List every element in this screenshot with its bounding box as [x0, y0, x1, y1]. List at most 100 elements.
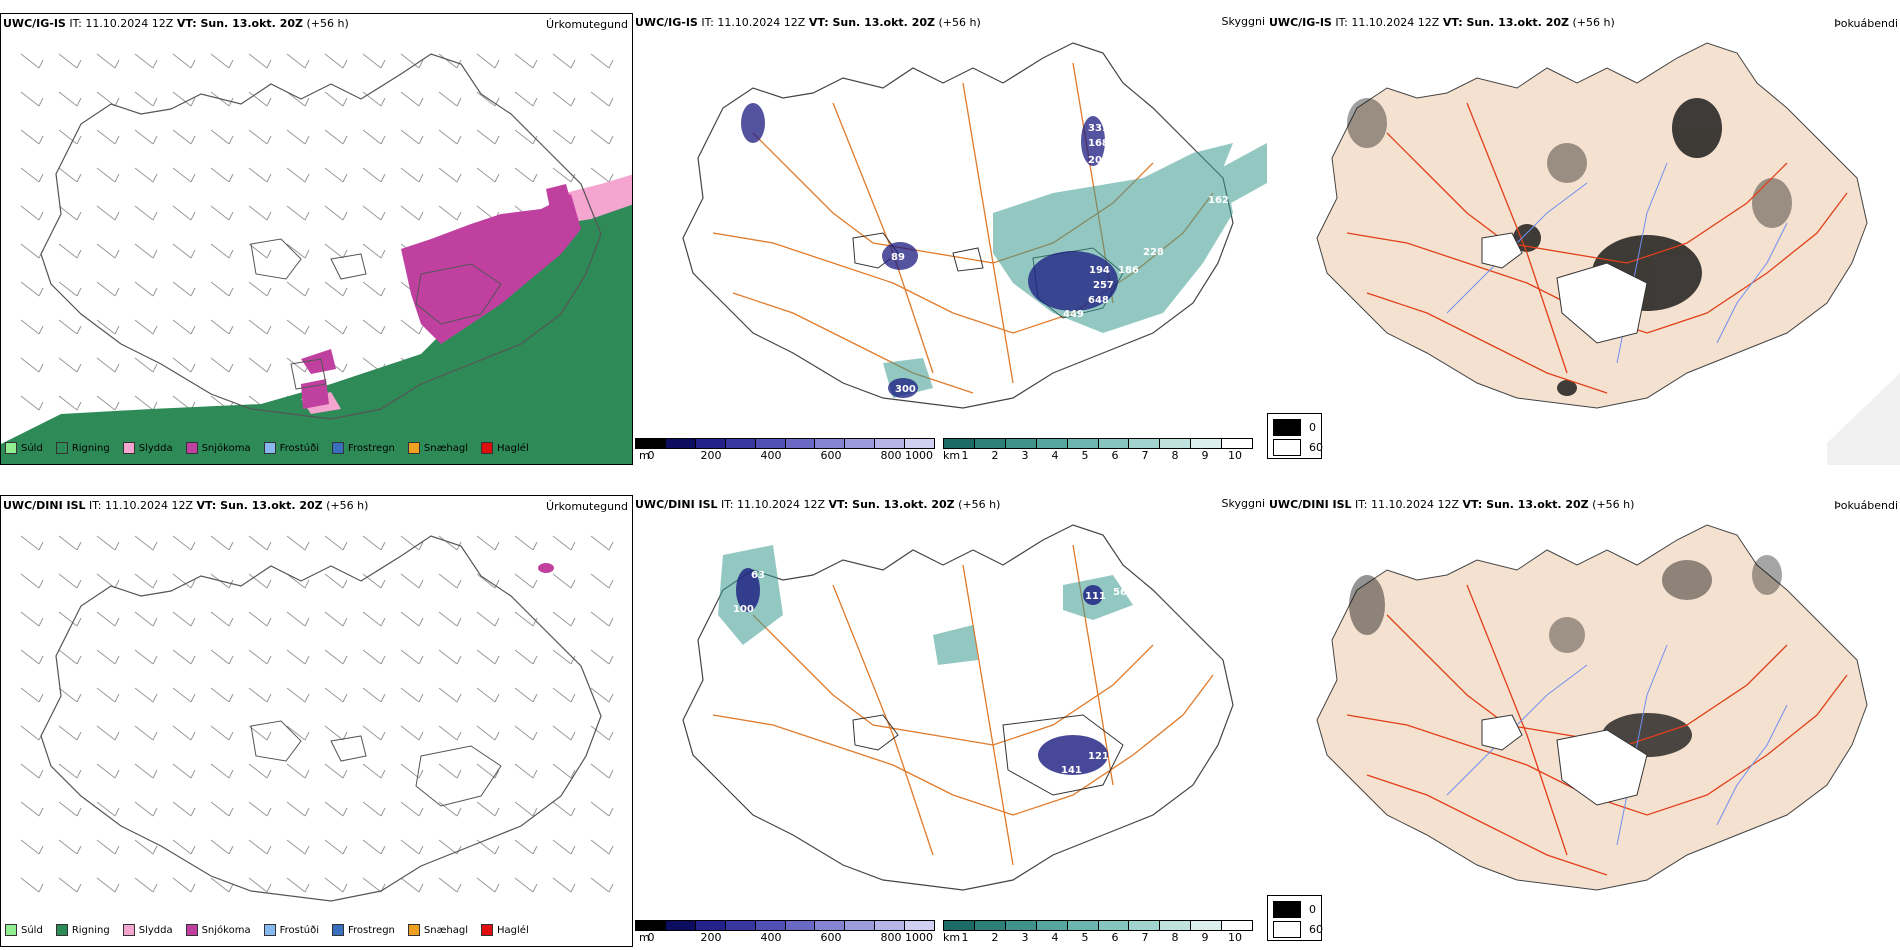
legend-item-frostudi: Frostúði	[263, 442, 319, 454]
cloud-map-bottom: 63 100 111 56 124 121 141	[682, 524, 1234, 891]
wind-barb	[58, 801, 82, 817]
wind-barb	[20, 573, 44, 589]
legend-item-rigning: Rigning	[55, 442, 110, 454]
visibility-label: 194	[1089, 265, 1110, 276]
wind-barb	[20, 357, 44, 373]
wind-barb	[514, 573, 538, 589]
wind-barb	[210, 725, 234, 741]
wind-barb	[248, 535, 272, 551]
wind-barb	[248, 763, 272, 779]
wind-barb	[552, 611, 576, 627]
fog-field	[1347, 98, 1792, 396]
visibility-label: 162	[1208, 195, 1229, 206]
wind-barb	[590, 763, 614, 779]
tick: 600	[820, 931, 842, 944]
wind-barb	[514, 687, 538, 703]
wind-barb	[324, 535, 348, 551]
wind-barb	[324, 725, 348, 741]
wind-barb	[210, 535, 234, 551]
wind-barb	[438, 535, 462, 551]
wind-barb	[20, 167, 44, 183]
wind-barb	[210, 243, 234, 259]
wind-barb	[400, 763, 424, 779]
wind-barb	[58, 687, 82, 703]
legend-item-rigning: Rigning	[55, 924, 110, 936]
wind-barb	[362, 53, 386, 69]
wind-barb	[172, 725, 196, 741]
wind-barb	[514, 801, 538, 817]
visibility-label: 300	[895, 384, 916, 395]
wind-barb	[514, 763, 538, 779]
wind-barb	[58, 725, 82, 741]
tick: 1	[961, 931, 969, 944]
wind-barb	[324, 91, 348, 107]
wind-barb	[400, 611, 424, 627]
wind-barb	[438, 877, 462, 893]
wind-barb	[286, 91, 310, 107]
wind-barb	[134, 573, 158, 589]
visibility-label: 168	[1088, 138, 1109, 149]
wind-barb	[58, 763, 82, 779]
wind-barb	[362, 725, 386, 741]
wind-barb	[96, 573, 120, 589]
wind-barb	[172, 243, 196, 259]
tick: 6	[1111, 449, 1119, 462]
tick: 400	[760, 931, 782, 944]
colorbar-unit: km	[943, 449, 961, 462]
wind-barb	[324, 53, 348, 69]
wind-barb	[248, 91, 272, 107]
legend-item-haglel: Haglél	[481, 924, 529, 936]
wind-barb	[590, 839, 614, 855]
wind-barb	[96, 725, 120, 741]
cloudbase-colorbar: m 0 200 400 600 800 1000	[635, 920, 935, 945]
wind-barb	[514, 535, 538, 551]
precip-type-panel-top: UWC/IG-IS IT: 11.10.2024 12Z VT: Sun. 13…	[0, 13, 633, 465]
panel-header: UWC/DINI ISL IT: 11.10.2024 12Z VT: Sun.…	[3, 499, 369, 512]
wind-barb	[134, 687, 158, 703]
wind-barb	[96, 129, 120, 145]
wind-barb	[58, 91, 82, 107]
tick: 8	[1171, 931, 1179, 944]
wind-barb	[400, 91, 424, 107]
panel-title: Þokuábendi	[1834, 499, 1898, 512]
wind-barb	[476, 763, 500, 779]
visibility-colorbar: km 1 2 3 4 5 6 7 8 9 10	[943, 920, 1253, 945]
precip-legend: Súld Rigning Slydda Snjókoma Frostúði Fr…	[5, 924, 529, 936]
wind-barb	[210, 611, 234, 627]
wind-barb	[172, 611, 196, 627]
wind-barb	[514, 877, 538, 893]
glacier-white	[1481, 714, 1648, 806]
wind-barb	[324, 205, 348, 221]
iceland-coastline	[40, 53, 602, 420]
wind-barb	[58, 877, 82, 893]
wind-barb	[96, 649, 120, 665]
glacier-outlines	[852, 714, 1124, 796]
legend-item-slydda: Slydda	[122, 924, 173, 936]
wind-barb	[400, 725, 424, 741]
wind-barb	[552, 801, 576, 817]
wind-barb	[286, 687, 310, 703]
wind-barb	[172, 535, 196, 551]
wind-barb	[58, 53, 82, 69]
wind-barb	[58, 281, 82, 297]
wind-barb	[324, 319, 348, 335]
wind-barb	[210, 763, 234, 779]
tick: 3	[1021, 449, 1029, 462]
wind-barb	[248, 129, 272, 145]
wind-barb	[172, 281, 196, 297]
wind-barb	[134, 535, 158, 551]
tick: 10	[1228, 931, 1242, 944]
wind-barb	[514, 839, 538, 855]
tick: 7	[1141, 449, 1149, 462]
wind-barb	[20, 649, 44, 665]
iceland-land	[1316, 42, 1868, 409]
glacier-outlines	[250, 238, 502, 390]
wind-barb	[362, 243, 386, 259]
legend-item-frostregn: Frostregn	[332, 442, 395, 454]
wind-barb	[286, 281, 310, 297]
wind-barb	[134, 877, 158, 893]
wind-barb	[248, 877, 272, 893]
wind-barb	[134, 763, 158, 779]
colorbar-unit: km	[943, 931, 961, 944]
wind-barb	[96, 763, 120, 779]
